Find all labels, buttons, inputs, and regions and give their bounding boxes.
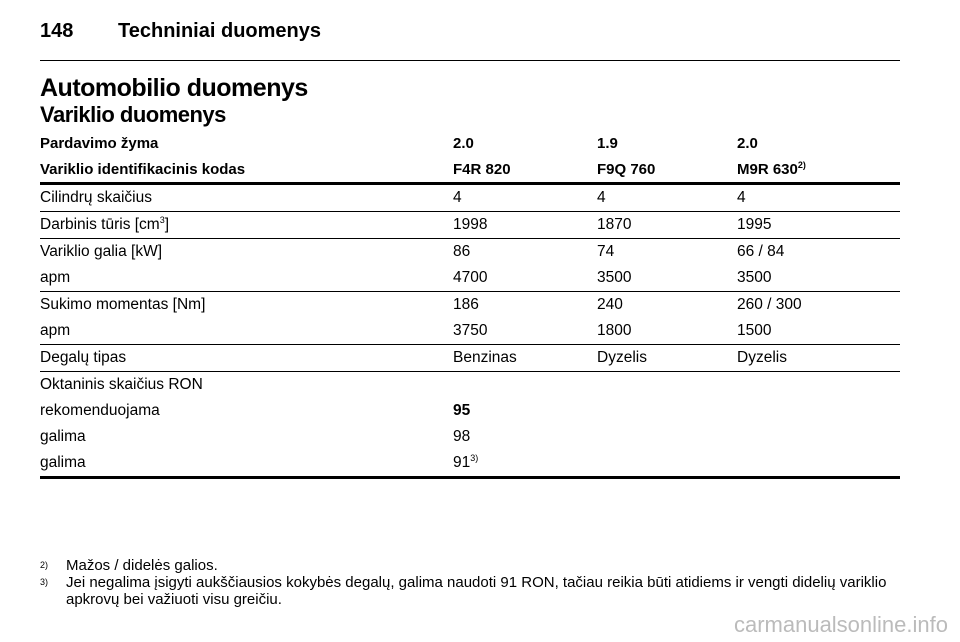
table-cell: Dyzelis — [737, 349, 787, 366]
table-group: Variklio galia [kW] 86 74 66 / 84 apm 4700 350… — [40, 239, 900, 292]
footnote-text: Jei negalima įsigyti aukščiausios kokybė… — [66, 574, 887, 608]
subsection-title: Variklio duomenys — [40, 102, 226, 127]
table-cell: 3500 — [737, 269, 772, 286]
table-row: Darbinis tūris [cm3] 1998 1870 1995 — [40, 212, 900, 238]
table-row: galima 98 — [40, 424, 900, 450]
table-cell: 2.0 — [453, 134, 474, 152]
table-cell: 66 / 84 — [737, 243, 785, 260]
table-cell: Variklio galia [kW] — [40, 243, 163, 260]
table-cell: 4 — [737, 189, 746, 206]
footnote-text: Mažos / didelės galios. — [66, 557, 218, 574]
table-cell: Benzinas — [453, 349, 517, 366]
header-rule — [40, 60, 900, 61]
engine-table: Pardavimo žyma 2.0 1.9 2.0 Variklio identifi… — [40, 130, 900, 479]
table-cell: galima — [40, 428, 86, 445]
table-cell: 913) — [453, 454, 597, 472]
cell-text: 95 — [453, 402, 471, 419]
footnote: 2) Mažos / didelės galios. — [40, 557, 900, 574]
table-cell: Oktaninis skaičius RON — [40, 376, 203, 393]
table-cell: 98 — [453, 428, 471, 445]
table-cell: apm — [40, 269, 71, 286]
watermark: carmanualsonline.info — [733, 612, 948, 637]
cell-text: ] — [164, 216, 170, 233]
table-cell: 240 — [597, 296, 623, 313]
table-cell: 3750 — [453, 322, 488, 339]
table-row: apm 4700 3500 3500 — [40, 265, 900, 291]
table-group: Oktaninis skaičius RON rekomenduojama 95 ga… — [40, 372, 900, 479]
table-cell: 3500 — [597, 269, 632, 286]
table-row: Sukimo momentas [Nm] 186 240 260 / 300 — [40, 292, 900, 318]
table-row: galima 913) — [40, 450, 900, 476]
table-row: Variklio identifikacinis kodas F4R 820 F9Q… — [40, 156, 900, 182]
table-row: rekomenduojama 95 — [40, 398, 900, 424]
table-cell: 95 — [453, 402, 597, 420]
table-cell: 1995 — [737, 216, 772, 233]
table-cell: 4 — [453, 189, 462, 206]
footnote: 3) Jei negalima įsigyti aukščiausios koky… — [40, 574, 900, 608]
table-cell: 1998 — [453, 216, 488, 233]
table-cell: 4700 — [453, 269, 488, 286]
table-cell: galima — [40, 454, 86, 471]
table-cell: 86 — [453, 243, 471, 260]
table-cell: M9R 6302) — [737, 159, 900, 178]
table-group: Sukimo momentas [Nm] 186 240 260 / 300 apm 37… — [40, 292, 900, 345]
table-cell: F9Q 760 — [597, 160, 656, 178]
table-row: Oktaninis skaičius RON — [40, 372, 900, 398]
table-row: Variklio galia [kW] 86 74 66 / 84 — [40, 239, 900, 265]
footnote-mark: 2) — [40, 560, 49, 570]
table-group: Degalų tipas Benzinas Dyzelis Dyzelis — [40, 345, 900, 372]
table-head: Pardavimo žyma 2.0 1.9 2.0 Variklio identifi… — [40, 130, 900, 185]
page-title: Techniniai duomenys — [118, 20, 321, 42]
table-cell: 1800 — [597, 322, 632, 339]
table-group: Darbinis tūris [cm3] 1998 1870 1995 — [40, 212, 900, 239]
table-cell: Pardavimo žyma — [40, 134, 159, 152]
table-row: apm 3750 1800 1500 — [40, 318, 900, 344]
table-cell: 260 / 300 — [737, 296, 802, 313]
table-cell: Dyzelis — [597, 349, 647, 366]
superscript: 3 — [159, 215, 165, 225]
table-cell: 1.9 — [597, 134, 618, 152]
table-cell: apm — [40, 322, 71, 339]
table-cell: 186 — [453, 296, 479, 313]
cell-text: Darbinis tūris [cm — [40, 216, 160, 233]
cell-text: M9R 630 — [737, 160, 798, 178]
footnote-mark: 3) — [40, 577, 49, 587]
table-cell: 4 — [597, 189, 606, 206]
table-cell: rekomenduojama — [40, 402, 160, 419]
table-cell: Cilindrų skaičius — [40, 189, 152, 206]
superscript: 3) — [470, 453, 479, 463]
page-number: 148 — [40, 20, 74, 42]
table-group: Cilindrų skaičius 4 4 4 — [40, 185, 900, 212]
table-cell: 1870 — [597, 216, 632, 233]
table-cell: 2.0 — [737, 134, 758, 152]
superscript: 2) — [797, 159, 806, 170]
table-row: Pardavimo žyma 2.0 1.9 2.0 — [40, 130, 900, 156]
table-cell: Degalų tipas — [40, 349, 127, 366]
cell-text: 91 — [453, 454, 471, 471]
table-cell: Darbinis tūris [cm3] — [40, 216, 453, 234]
table-row: Cilindrų skaičius 4 4 4 — [40, 185, 900, 211]
table-cell: F4R 820 — [453, 160, 511, 178]
table-cell: 1500 — [737, 322, 772, 339]
table-cell: Sukimo momentas [Nm] — [40, 296, 206, 313]
section-title: Automobilio duomenys — [40, 74, 308, 102]
table-cell: Variklio identifikacinis kodas — [40, 160, 246, 178]
table-row: Degalų tipas Benzinas Dyzelis Dyzelis — [40, 345, 900, 371]
table-cell: 74 — [597, 243, 615, 260]
